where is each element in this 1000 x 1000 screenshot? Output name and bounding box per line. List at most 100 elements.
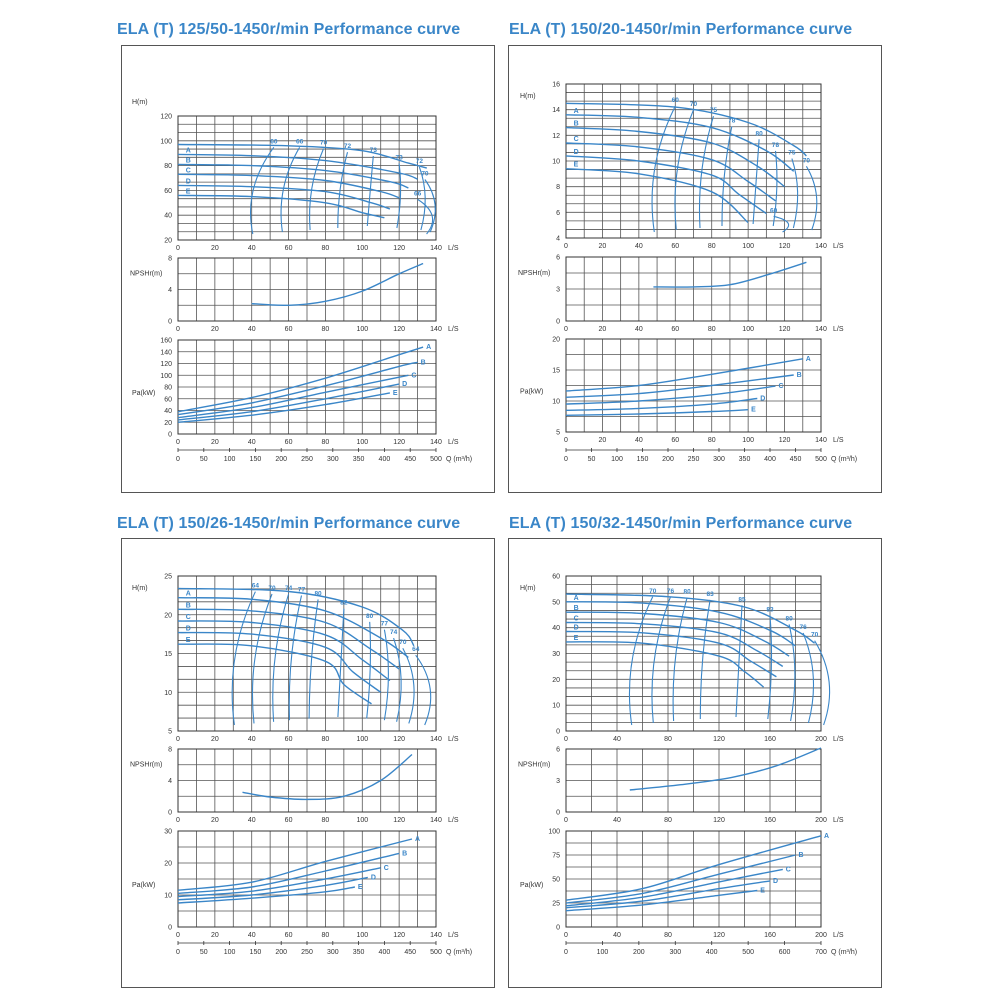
plot-frame (565, 748, 822, 813)
npsh-axis-label: NPSHr(m) (518, 270, 550, 277)
power-subplot-3: 0 10 20 30 0 20 40 60 80 100 120 140 L/S Pa(kW) A B C D E (132, 829, 459, 940)
chart-panel-1 (121, 45, 495, 493)
y-tick-label: 20 (164, 861, 172, 868)
y-tick-label: 6 (556, 255, 560, 262)
m3h-tick-label: 350 (739, 456, 751, 463)
y-tick-label: 30 (552, 651, 560, 658)
power-curve-B (177, 852, 400, 895)
y-tick-label: 10 (552, 159, 560, 166)
efficiency-curve (393, 637, 402, 722)
plot-frame (565, 830, 822, 928)
power-curve-A (177, 838, 413, 891)
y-tick-label: 25 (164, 574, 172, 581)
y-tick-label: 25 (552, 901, 560, 908)
x-tick-label: 40 (613, 736, 621, 743)
m3h-tick-label: 50 (200, 456, 208, 463)
head-envelope-line (177, 143, 427, 169)
efficiency-label: 72 (344, 143, 352, 150)
efficiency-label: 82 (340, 600, 348, 607)
x-tick-label: 160 (764, 817, 776, 824)
power-curve-label-A: A (824, 833, 829, 840)
head-axis-label: H(m) (520, 93, 536, 100)
efficiency-curve (791, 158, 799, 229)
efficiency-curve (366, 155, 374, 227)
head-envelope-line (565, 593, 816, 644)
head-envelope-line (177, 587, 415, 647)
y-tick-label: 0 (168, 319, 172, 326)
head-envelope-line (565, 102, 807, 157)
x-tick-label: 20 (211, 245, 219, 252)
head-curve-label-E: E (574, 635, 579, 642)
x-tick-label: 60 (285, 932, 293, 939)
x-axis-label: L/S (833, 243, 844, 250)
efficiency-curve (802, 632, 815, 724)
efficiency-label: 85 (738, 596, 746, 603)
y-tick-label: 50 (552, 877, 560, 884)
x-tick-label: 60 (671, 437, 679, 444)
efficiency-label: 77 (298, 587, 306, 594)
y-tick-label: 160 (160, 338, 172, 345)
power-subplot-4: 0 25 50 75 100 0 40 80 120 160 200 L/S Pa(kW) A B C D E (520, 829, 844, 940)
m3h-tick-label: 150 (250, 949, 262, 956)
head-curve-label-B: B (574, 121, 579, 128)
x-tick-label: 140 (815, 243, 827, 250)
efficiency-label: 74 (390, 629, 398, 636)
efficiency-curve (735, 605, 743, 718)
power-curve-label-B: B (797, 372, 802, 379)
plot-frame (177, 575, 437, 732)
power-curve-E (565, 409, 749, 416)
x-tick-label: 0 (564, 736, 568, 743)
x-tick-label: 120 (779, 243, 791, 250)
head-curve-label-C: C (574, 136, 579, 143)
x-tick-label: 120 (713, 736, 725, 743)
x-tick-label: 20 (599, 243, 607, 250)
power-curve-C (565, 868, 783, 907)
power-curve-label-A: A (415, 836, 420, 843)
m3h-tick-label: 100 (224, 456, 236, 463)
head-subplot-1: 20 40 60 80 100 120 0 20 40 60 80 100 120 140 L/S H(m) A… (132, 99, 459, 252)
m3h-tick-label: 450 (404, 456, 416, 463)
plot-frame (177, 339, 437, 435)
efficiency-label: 72 (416, 158, 424, 165)
npsh-curve (251, 262, 424, 307)
m3h-tick-label: 200 (633, 949, 645, 956)
y-tick-label: 20 (552, 677, 560, 684)
m3h-tick-label: 400 (379, 949, 391, 956)
m3h-tick-label: 150 (637, 456, 649, 463)
power-curve-label-B: B (799, 852, 804, 859)
power-curve-label-C: C (411, 372, 416, 379)
y-tick-label: 0 (556, 319, 560, 326)
x-tick-label: 80 (322, 932, 330, 939)
y-tick-label: 8 (168, 747, 172, 754)
x-tick-label: 80 (664, 736, 672, 743)
head-curve-D (565, 630, 777, 678)
y-tick-label: 0 (168, 432, 172, 439)
y-tick-label: 60 (164, 188, 172, 195)
y-tick-label: 100 (548, 829, 560, 836)
power-axis-label: Pa(kW) (132, 882, 155, 889)
y-tick-label: 0 (556, 810, 560, 817)
y-tick-label: 100 (160, 138, 172, 145)
efficiency-curve (672, 597, 688, 722)
y-tick-label: 4 (168, 778, 172, 785)
power-curve-label-E: E (751, 407, 756, 414)
x-axis-label: L/S (833, 437, 844, 444)
head-subplot-2: 4 6 8 10 12 14 16 0 20 40 60 80 100 120 140 L/S H(m) AB CD… (520, 82, 844, 251)
plot-frame (565, 83, 822, 239)
x-tick-label: 20 (211, 326, 219, 333)
x-tick-label: 80 (322, 736, 330, 743)
chart-panel-2 (508, 45, 882, 493)
x-tick-label: 80 (322, 245, 330, 252)
efficiency-curve (424, 179, 436, 233)
m3h-tick-label: 400 (379, 456, 391, 463)
power-curve-label-E: E (393, 390, 398, 397)
x-axis-label: L/S (448, 817, 459, 824)
head-curve-label-A: A (574, 595, 579, 602)
power-curve-label-B: B (421, 359, 426, 366)
efficiency-label: 80 (684, 589, 692, 596)
y-tick-label: 30 (164, 829, 172, 836)
head-axis-label: H(m) (132, 99, 148, 106)
x-tick-label: 40 (635, 437, 643, 444)
power-curve-label-E: E (358, 884, 363, 891)
